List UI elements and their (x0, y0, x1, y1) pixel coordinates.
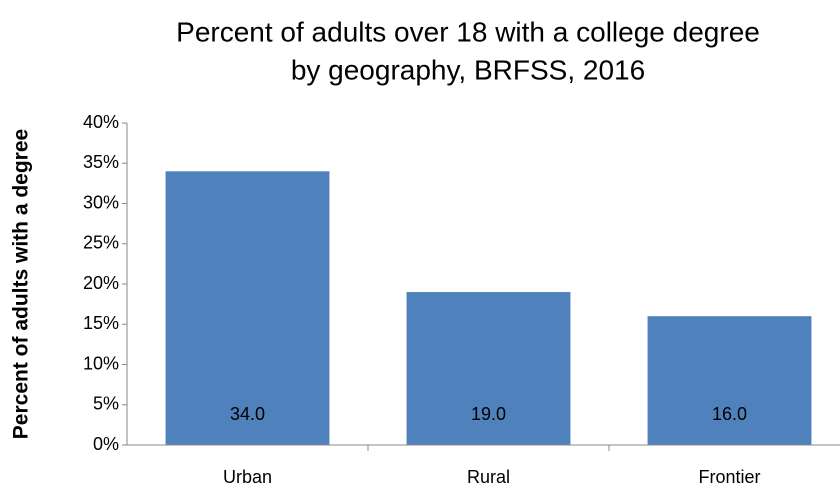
bar (406, 292, 571, 445)
data-label: 19.0 (471, 404, 506, 424)
y-tick-label: 10% (83, 353, 119, 373)
y-tick-label: 20% (83, 273, 119, 293)
y-tick-label: 15% (83, 313, 119, 333)
y-tick-label: 0% (93, 434, 119, 454)
y-tick-label: 40% (83, 112, 119, 132)
bar (647, 316, 812, 445)
chart-title: by geography, BRFSS, 2016 (291, 54, 645, 85)
y-tick-label: 35% (83, 152, 119, 172)
y-tick-label: 25% (83, 233, 119, 253)
data-label: 34.0 (230, 404, 265, 424)
x-tick-label: Rural (467, 467, 510, 487)
x-tick-label: Urban (223, 467, 272, 487)
y-tick-label: 30% (83, 192, 119, 212)
bar (165, 171, 330, 446)
y-axis-label: Percent of adults with a degree (10, 129, 33, 439)
data-label: 16.0 (712, 404, 747, 424)
chart-title: Percent of adults over 18 with a college… (176, 16, 760, 47)
x-tick-label: Frontier (698, 467, 760, 487)
y-tick-label: 5% (93, 394, 119, 414)
